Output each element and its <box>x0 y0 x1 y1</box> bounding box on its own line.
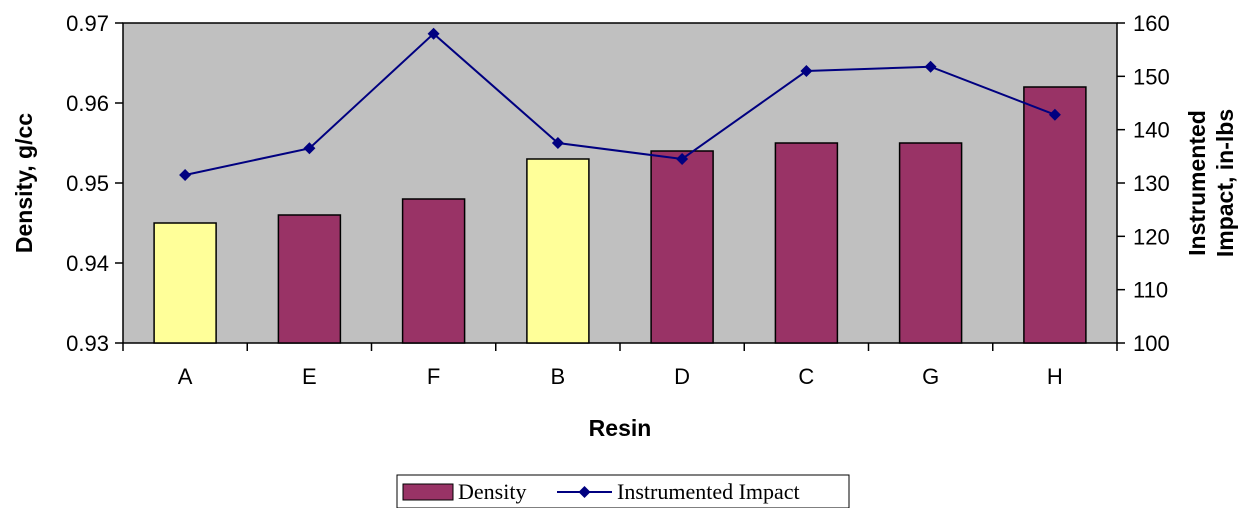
y2-tick-label-5: 150 <box>1133 64 1170 89</box>
line-series <box>179 27 1061 181</box>
axes-group: 0.93 0.94 0.95 0.96 0.97 100 110 120 130 140 150 16… <box>66 11 1170 389</box>
y2-tick-label-2: 120 <box>1133 224 1170 249</box>
bar-a <box>153 222 217 344</box>
y2-axis-title-line2: Impact, in-lbs <box>1212 109 1238 257</box>
bar-c <box>774 142 839 344</box>
x-tick-label-b: B <box>551 364 566 389</box>
bar-e <box>277 214 342 344</box>
y2-tick-label-4: 140 <box>1133 118 1170 143</box>
y2-tick-label-6: 160 <box>1133 11 1170 36</box>
bars-group <box>153 86 1087 344</box>
legend-impact-label: Instrumented Impact <box>617 479 800 504</box>
y2-tick-label-1: 110 <box>1133 278 1168 303</box>
impact-marker-g <box>924 60 937 73</box>
x-tick-label-g: G <box>922 364 939 389</box>
x-axis-title: Resin <box>589 415 652 441</box>
impact-marker-f <box>427 27 440 40</box>
x-tick-label-h: H <box>1047 364 1063 389</box>
impact-marker-b <box>551 137 564 149</box>
impact-marker-e <box>303 142 316 155</box>
y-tick-label-3: 0.96 <box>66 91 109 116</box>
legend-impact-marker <box>578 486 591 498</box>
y-tick-label-2: 0.95 <box>66 171 109 196</box>
y2-axis-title-line1: Instrumented <box>1184 110 1210 256</box>
x-tick-label-a: A <box>178 364 193 389</box>
bar-b <box>526 158 590 344</box>
y-axis-title: Density, g/cc <box>11 113 37 253</box>
x-tick-label-d: D <box>674 364 690 389</box>
bar-h <box>1023 86 1087 344</box>
x-tick-label-f: F <box>427 364 440 389</box>
legend: Density Instrumented Impact <box>396 474 850 508</box>
x-tick-label-e: E <box>302 364 317 389</box>
impact-marker-d <box>676 153 689 165</box>
bar-d <box>650 150 714 344</box>
y2-tick-label-3: 130 <box>1133 171 1170 196</box>
y-tick-label-0: 0.93 <box>66 331 109 356</box>
x-tick-label-c: C <box>798 364 814 389</box>
bar-g <box>898 142 963 344</box>
legend-box <box>396 474 850 508</box>
legend-density-label: Density <box>458 479 526 504</box>
bar-f <box>401 198 466 344</box>
legend-density-swatch <box>402 483 454 501</box>
impact-marker-c <box>800 65 813 77</box>
impact-marker-a <box>179 169 192 181</box>
y-tick-label-1: 0.94 <box>66 251 109 276</box>
plot-area <box>122 22 1118 344</box>
y-tick-label-4: 0.97 <box>66 11 109 36</box>
impact-marker-h <box>1048 108 1061 121</box>
impact-line <box>184 32 1056 176</box>
y2-tick-label-0: 100 <box>1133 331 1170 356</box>
